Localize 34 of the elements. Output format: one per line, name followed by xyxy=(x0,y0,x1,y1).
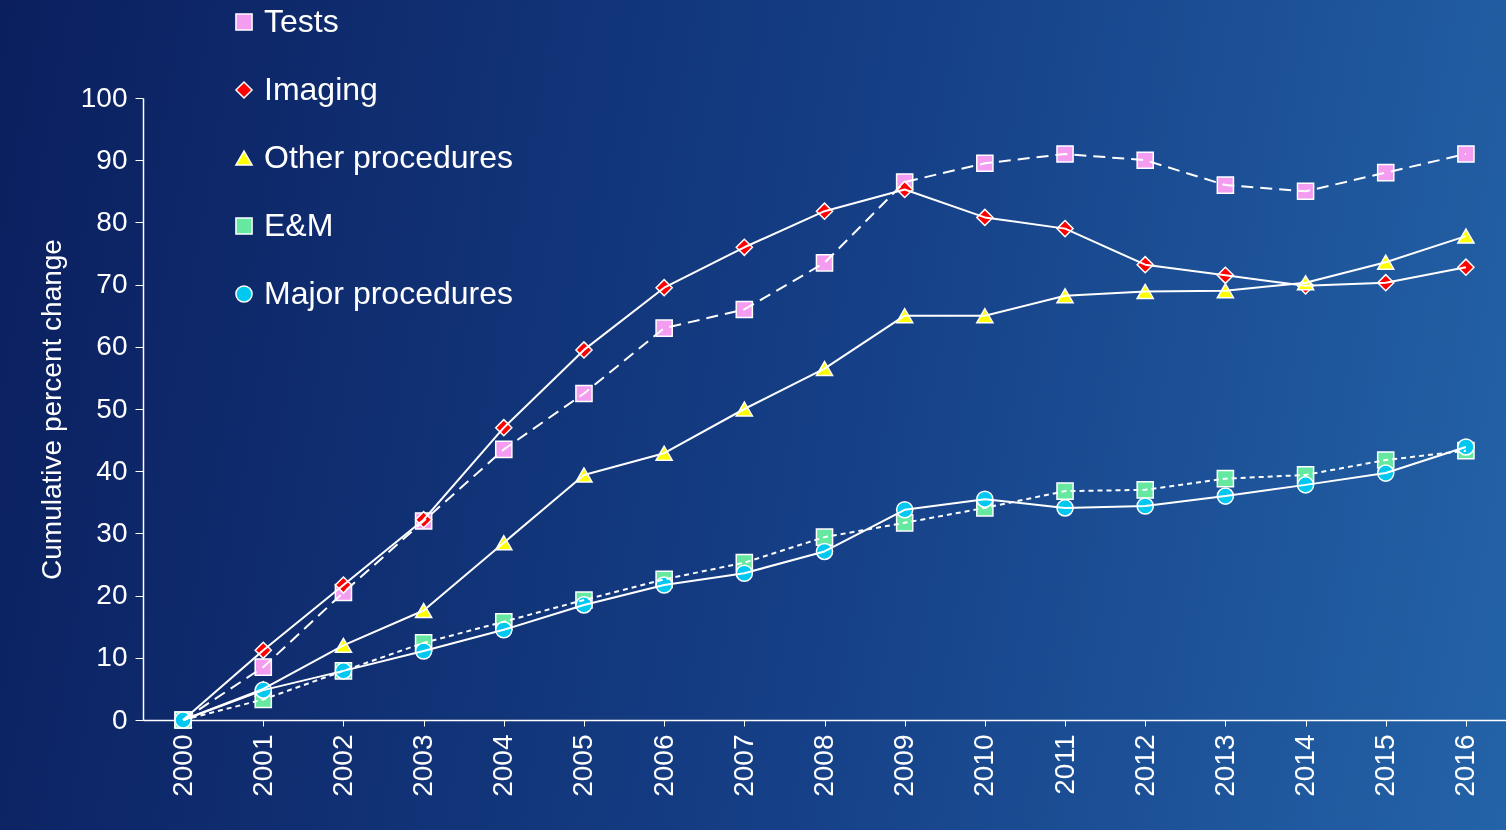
x-tick-label: 2000 xyxy=(166,734,198,797)
x-tick-label: 2015 xyxy=(1369,734,1401,797)
x-tick-label: 2002 xyxy=(326,734,358,797)
legend-label: Tests xyxy=(264,3,339,39)
y-tick-label: 30 xyxy=(96,516,128,548)
y-axis-title: Cumulative percent change xyxy=(35,239,67,580)
y-tick-label: 70 xyxy=(96,268,128,300)
legend-label: Imaging xyxy=(264,71,378,107)
x-tick-label: 2009 xyxy=(888,734,920,797)
y-tick-label: 40 xyxy=(96,454,128,486)
x-tick-label: 2013 xyxy=(1208,734,1240,797)
x-tick-label: 2004 xyxy=(487,734,519,797)
y-tick-label: 50 xyxy=(96,392,128,424)
x-tick-label: 2008 xyxy=(808,734,839,797)
y-tick-label: 90 xyxy=(96,143,128,175)
x-tick-label: 2003 xyxy=(407,734,439,797)
x-tick-label: 2014 xyxy=(1289,734,1321,797)
x-tick-label: 2001 xyxy=(246,734,278,797)
legend-label: E&M xyxy=(264,207,334,243)
x-tick-label: 2011 xyxy=(1048,734,1080,795)
x-tick-label: 2012 xyxy=(1128,734,1160,797)
legend-label: Major procedures xyxy=(264,275,513,311)
x-tick-label: 2005 xyxy=(567,734,599,797)
x-tick-label: 2010 xyxy=(968,734,1000,797)
x-tick-label: 2006 xyxy=(647,734,679,797)
legend-label: Other procedures xyxy=(264,139,514,175)
x-tick-label: 2016 xyxy=(1449,734,1481,797)
y-tick-label: 100 xyxy=(80,81,128,113)
y-tick-label: 60 xyxy=(96,330,128,362)
y-tick-label: 0 xyxy=(111,703,128,735)
y-tick-label: 10 xyxy=(96,641,128,673)
x-tick-label: 2007 xyxy=(727,734,759,797)
y-tick-label: 20 xyxy=(96,579,128,611)
y-tick-label: 80 xyxy=(96,205,128,237)
